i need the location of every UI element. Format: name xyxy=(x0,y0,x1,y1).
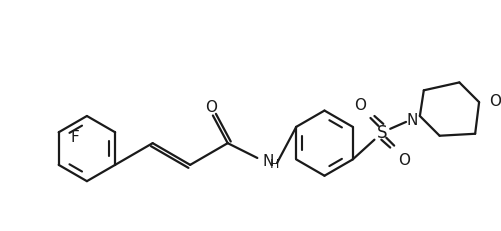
Text: O: O xyxy=(398,152,410,167)
Text: O: O xyxy=(205,100,217,115)
Text: N: N xyxy=(262,154,274,169)
Text: S: S xyxy=(377,123,388,141)
Text: O: O xyxy=(355,97,367,112)
Text: F: F xyxy=(71,129,80,144)
Text: H: H xyxy=(270,158,280,171)
Text: N: N xyxy=(406,113,418,128)
Text: O: O xyxy=(489,93,501,108)
